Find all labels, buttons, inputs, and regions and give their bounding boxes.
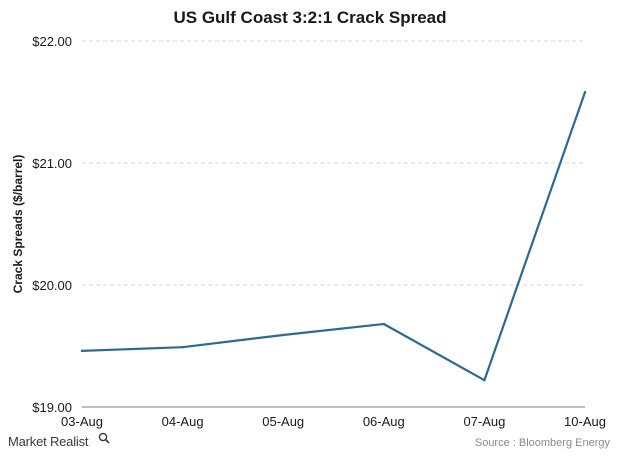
series-line xyxy=(80,91,587,382)
data-point xyxy=(80,349,84,353)
x-tick-label: 10-Aug xyxy=(564,414,606,429)
data-point xyxy=(282,333,285,337)
series-group xyxy=(80,91,587,382)
y-tick-label: $21.00 xyxy=(32,156,72,171)
data-point xyxy=(483,378,486,382)
y-tick-label: $19.00 xyxy=(32,400,72,415)
y-tick-labels: $19.00 $20.00 $21.00 $22.00 xyxy=(32,34,72,415)
data-point xyxy=(382,322,385,326)
chart-title: US Gulf Coast 3:2:1 Crack Spread xyxy=(173,8,446,27)
x-tick-label: 05-Aug xyxy=(262,414,304,429)
data-point xyxy=(583,91,587,94)
brand-logo-text: Market Realist xyxy=(8,434,89,449)
gridlines xyxy=(82,40,585,286)
x-tick-label: 07-Aug xyxy=(463,414,505,429)
y-tick-label: $20.00 xyxy=(32,278,72,293)
data-point xyxy=(181,346,184,349)
y-axis-label: Crack Spreads ($/barrel) xyxy=(11,155,25,294)
x-tick-label: 06-Aug xyxy=(363,414,405,429)
magnifier-icon xyxy=(98,432,110,444)
x-tick-labels: 03-Aug 04-Aug 05-Aug 06-Aug 07-Aug 10-Aug xyxy=(61,414,606,429)
y-tick-label: $22.00 xyxy=(32,34,72,49)
source-note: Source : Bloomberg Energy xyxy=(475,437,611,449)
x-tick-label: 03-Aug xyxy=(61,414,103,429)
x-tick-label: 04-Aug xyxy=(162,414,204,429)
